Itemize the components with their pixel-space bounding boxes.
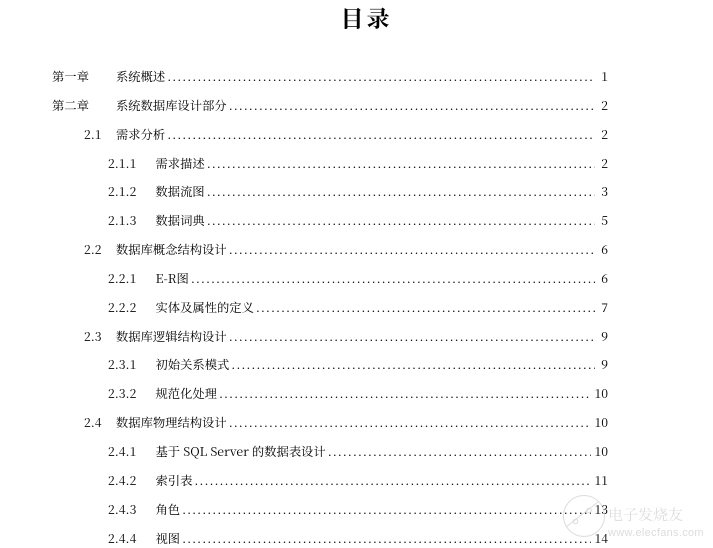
svg-text:www.elecfans.com: www.elecfans.com [607, 527, 704, 539]
svg-text:电子发烧友: 电子发烧友 [608, 504, 683, 525]
